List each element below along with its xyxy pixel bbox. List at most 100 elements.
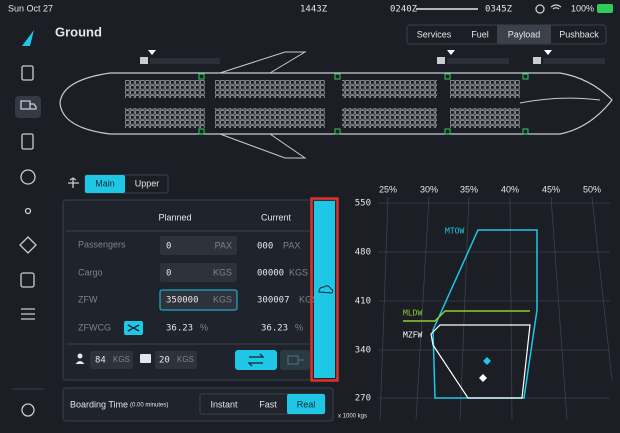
logo — [22, 30, 34, 46]
input-unit: KGS — [213, 267, 232, 277]
mtow-label: MTOW — [445, 227, 464, 236]
deck-tab[interactable]: Upper — [135, 178, 160, 188]
row-label: ZFWCG — [78, 322, 111, 332]
input[interactable] — [90, 351, 133, 369]
cg-y-tick: 340 — [355, 346, 371, 356]
transfer-icon — [247, 353, 265, 367]
mzfw-label: MZFW — [403, 331, 422, 340]
nav-radio[interactable] — [24, 207, 32, 215]
current-value: 000 — [257, 242, 273, 252]
input-value: 0 — [166, 242, 171, 252]
tab[interactable]: Services — [417, 29, 452, 39]
current-unit: PAX — [283, 240, 300, 250]
deck-tab[interactable]: Main — [95, 178, 115, 188]
input-value: 0 — [166, 269, 171, 279]
boarding-option[interactable]: Fast — [259, 399, 277, 409]
boarding-panel — [62, 387, 334, 422]
cg-x-tick: 35% — [460, 184, 478, 194]
upload-button[interactable] — [314, 201, 335, 378]
boarding-duration: (0.00 minutes) — [130, 403, 168, 409]
cg-x-tick: 30% — [420, 184, 438, 194]
boarding-label: Boarding Time — [70, 399, 128, 409]
current-cg-marker — [479, 374, 487, 382]
row-label: Passengers — [78, 239, 126, 249]
input[interactable] — [160, 236, 237, 255]
aircraft-diagram — [59, 50, 613, 159]
row-label: ZFW — [78, 294, 98, 304]
nav-navigation[interactable] — [20, 169, 36, 185]
load-button[interactable] — [280, 350, 310, 370]
battery-icon — [597, 4, 613, 13]
cg-y-tick: 410 — [355, 297, 371, 307]
cg-y-tick: 270 — [355, 394, 371, 404]
passenger-icon — [77, 353, 83, 359]
current-value: 300007 — [257, 296, 290, 306]
planned-cg-unit: % — [200, 322, 208, 332]
cg-x-tick: 25% — [379, 184, 397, 194]
cg-x-tick: 45% — [542, 184, 560, 194]
boarding-option[interactable]: Real — [297, 399, 316, 409]
status-battery: 100% — [571, 3, 594, 13]
row-label: Cargo — [78, 267, 103, 277]
cg-y-tick: 480 — [355, 248, 371, 258]
current-cg: 36.23 — [261, 324, 288, 334]
nav-checklist[interactable] — [21, 65, 34, 81]
cg-x-tick: 40% — [501, 184, 519, 194]
bag-weight: 20 — [159, 356, 170, 366]
cloud-icon — [318, 285, 334, 294]
transfer-button[interactable] — [235, 350, 277, 370]
passenger-weight-unit: KGS — [113, 355, 130, 364]
input-unit: KGS — [213, 294, 232, 304]
status-utc: 1443Z — [300, 5, 328, 15]
current-unit: KGS — [289, 267, 308, 277]
mzfw-envelope — [430, 324, 531, 399]
planned-cg-marker — [483, 357, 491, 365]
deck-tab-active-bg — [85, 175, 125, 193]
nav-ground-active[interactable] — [15, 96, 41, 118]
input[interactable] — [160, 263, 237, 282]
settings-icon — [535, 4, 545, 14]
bag-icon — [140, 354, 151, 363]
current-cg-unit: % — [295, 322, 303, 332]
highlight-box — [310, 197, 339, 382]
cg-y-tick: 550 — [355, 199, 371, 209]
status-arrival: 0345Z — [485, 5, 513, 15]
passenger-weight: 84 — [95, 356, 106, 366]
nav-settings[interactable] — [21, 403, 35, 417]
input-value: 350000 — [166, 296, 199, 306]
cg-x-tick: 50% — [583, 184, 601, 194]
input-unit: PAX — [215, 240, 232, 250]
mldw-line — [403, 310, 530, 322]
nav-settings-sliders[interactable] — [21, 308, 35, 320]
page-title: Ground — [55, 24, 102, 39]
planned-cg: 36.23 — [166, 324, 193, 334]
passenger-icon-body — [75, 361, 85, 364]
mtow-envelope — [432, 229, 538, 399]
status-departure: 0240Z — [390, 5, 418, 15]
boarding-option[interactable]: Instant — [210, 399, 238, 409]
tab[interactable]: Fuel — [471, 29, 489, 39]
input[interactable] — [155, 351, 197, 369]
current-unit: KGS — [299, 294, 318, 304]
boarding-option-active-bg — [287, 394, 325, 414]
nav-failures[interactable] — [19, 236, 37, 254]
tab-active-bg — [497, 25, 551, 44]
wifi-icon — [550, 4, 562, 10]
input-focused[interactable] — [159, 289, 238, 311]
nav-tasks[interactable] — [20, 272, 35, 288]
tab[interactable]: Payload — [508, 29, 541, 39]
bag-weight-unit: KGS — [177, 355, 194, 364]
column-header: Planned — [158, 212, 191, 222]
mldw-label: MLDW — [403, 309, 422, 318]
cg-y-unit: x 1000 kgs — [338, 414, 367, 420]
deck-icon — [68, 177, 79, 188]
status-date: Sun Oct 27 — [8, 3, 53, 13]
swap-icon — [127, 324, 140, 332]
nav-calculator[interactable] — [21, 133, 34, 150]
current-value: 00000 — [257, 269, 284, 279]
load-icon — [287, 355, 304, 365]
tab[interactable]: Pushback — [559, 29, 599, 39]
nav-ground-icon — [20, 100, 37, 110]
